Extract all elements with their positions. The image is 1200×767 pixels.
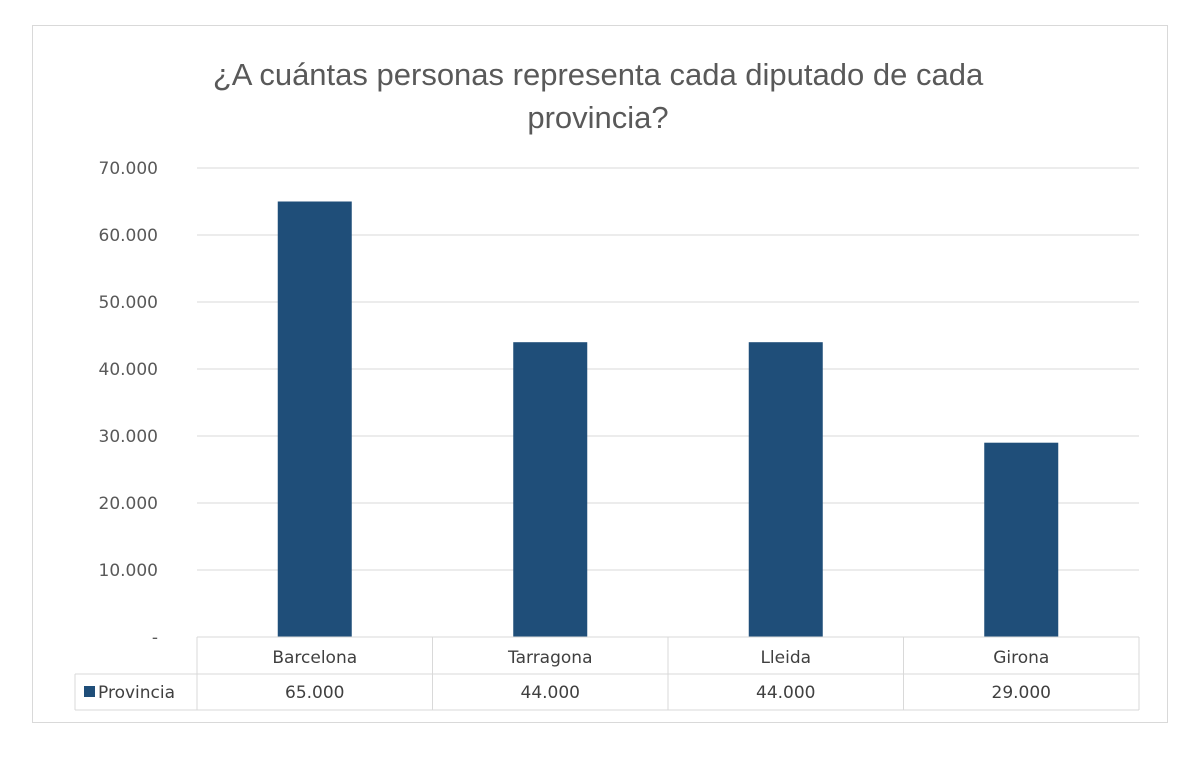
y-axis: - 10.000 20.000 30.000 40.000 50.000 60.000 70.… (99, 159, 158, 648)
data-value-label: 65.000 (285, 683, 344, 703)
y-tick-label: 70.000 (99, 159, 158, 179)
y-tick-label: 10.000 (99, 561, 158, 581)
y-tick-label: 50.000 (99, 293, 158, 313)
legend-label: Provincia (98, 683, 175, 703)
bar (984, 442, 1059, 637)
data-value-label: 29.000 (992, 683, 1051, 703)
data-value-label: 44.000 (521, 683, 580, 703)
data-value-label: 44.000 (756, 683, 815, 703)
bar (748, 342, 823, 637)
chart-title-line-1: ¿A cuántas personas representa cada dipu… (213, 57, 984, 92)
y-tick-label: 60.000 (99, 226, 158, 246)
category-label: Tarragona (507, 648, 592, 668)
category-label: Girona (993, 648, 1049, 668)
y-tick-label: 30.000 (99, 427, 158, 447)
bar (513, 342, 588, 637)
chart-title: ¿A cuántas personas representa cada dipu… (213, 57, 984, 135)
category-label: Lleida (760, 648, 811, 668)
category-label: Barcelona (272, 648, 357, 668)
y-tick-label: 40.000 (99, 360, 158, 380)
bars (277, 201, 1059, 637)
chart-title-line-2: provincia? (527, 100, 668, 135)
data-table: Barcelona Tarragona Lleida Girona Provincia 6… (74, 636, 1140, 711)
legend-key (84, 686, 95, 697)
gridlines (197, 167, 1139, 571)
chart-area (32, 25, 1168, 723)
y-tick-label: - (152, 628, 158, 648)
y-tick-label: 20.000 (99, 494, 158, 514)
bar (277, 201, 352, 637)
